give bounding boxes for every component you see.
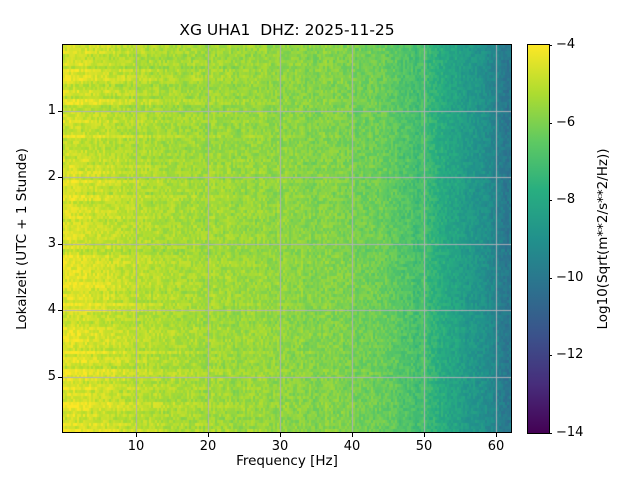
colorbar-tick-label: −4 (556, 37, 576, 52)
colorbar-tick-mark (548, 123, 552, 124)
x-tick-mark (352, 433, 353, 437)
y-tick-mark (58, 111, 62, 112)
y-axis-label: Lokalzeit (UTC + 1 Stunde) (14, 148, 30, 330)
colorbar (527, 44, 550, 434)
x-tick-mark (136, 433, 137, 437)
colorbar-tick-label: −10 (556, 270, 584, 285)
x-tick-label: 40 (343, 439, 361, 454)
y-tick-mark (58, 177, 62, 178)
y-tick-mark (58, 310, 62, 311)
x-tick-label: 30 (271, 439, 289, 454)
colorbar-tick-mark (548, 45, 552, 46)
y-tick-mark (58, 377, 62, 378)
y-tick-label: 2 (47, 169, 56, 184)
colorbar-tick-label: −14 (556, 425, 584, 440)
chart-title: XG UHA1 DHZ: 2025-11-25 (179, 21, 395, 39)
colorbar-tick-mark (548, 200, 552, 201)
colorbar-label: Log10(Sqrt(m**2/s**2/Hz)) (595, 148, 611, 330)
x-tick-label: 60 (487, 439, 505, 454)
x-tick-mark (496, 433, 497, 437)
x-axis-label: Frequency [Hz] (236, 453, 338, 469)
colorbar-tick-label: −8 (556, 192, 576, 207)
y-tick-label: 1 (47, 103, 56, 118)
colorbar-tick-label: −12 (556, 347, 584, 362)
x-tick-label: 50 (415, 439, 433, 454)
colorbar-tick-label: −6 (556, 115, 576, 130)
y-tick-label: 5 (47, 369, 56, 384)
x-tick-label: 10 (127, 439, 145, 454)
y-tick-mark (58, 244, 62, 245)
colorbar-tick-mark (548, 433, 552, 434)
x-tick-mark (208, 433, 209, 437)
y-tick-label: 4 (47, 302, 56, 317)
colorbar-tick-mark (548, 355, 552, 356)
x-tick-mark (424, 433, 425, 437)
spectrogram-heatmap (63, 45, 511, 432)
x-tick-label: 20 (199, 439, 217, 454)
y-tick-label: 3 (47, 236, 56, 251)
colorbar-tick-mark (548, 278, 552, 279)
x-tick-mark (280, 433, 281, 437)
